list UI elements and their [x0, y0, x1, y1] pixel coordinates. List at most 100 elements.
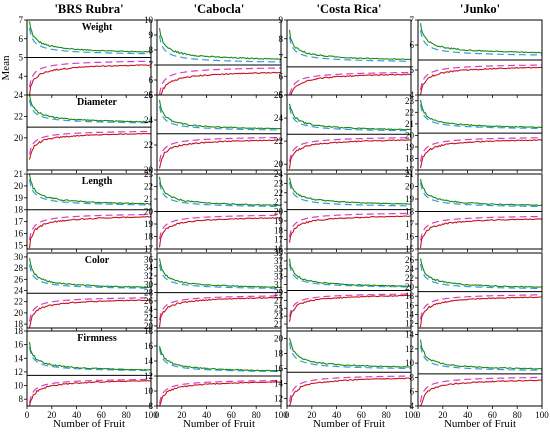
lower-observed-line — [289, 73, 412, 96]
x-tick-label: 60 — [227, 410, 237, 420]
y-tick-label: 39 — [274, 248, 284, 258]
row-title-color: Color — [85, 255, 110, 266]
lower-theoretical-line — [288, 137, 411, 162]
y-tick-label: 16 — [274, 364, 284, 374]
y-tick-label: 28 — [14, 263, 24, 273]
y-tick-label: 18 — [405, 207, 415, 217]
panel-junko-firmness: 4 6 8 10 12 14 0 20 40 60 80 100 — [405, 330, 549, 420]
upper-observed-line — [28, 173, 152, 205]
panel-frame — [26, 94, 152, 171]
y-tick-label: 29 — [274, 287, 284, 297]
y-tick-label: 33 — [274, 272, 284, 282]
lower-theoretical-line — [158, 67, 281, 95]
y-tick-label: 22 — [14, 297, 23, 307]
lower-observed-line — [288, 377, 412, 407]
upper-theoretical-line — [28, 346, 151, 372]
upper-observed-line — [288, 258, 412, 287]
lower-observed-line — [28, 299, 152, 329]
y-tick-label: 8 — [279, 34, 284, 44]
lower-theoretical-line — [28, 213, 151, 241]
lower-observed-line — [28, 132, 152, 160]
y-tick-label: 20 — [274, 159, 284, 169]
upper-observed-line — [288, 177, 412, 205]
y-tick-label: 22 — [405, 273, 414, 283]
y-tick-label: 22 — [274, 188, 283, 198]
x-axis-label-junko: Number of Fruit — [444, 418, 516, 430]
y-tick-label: 24 — [14, 286, 24, 296]
upper-theoretical-line — [419, 345, 542, 371]
y-tick-label: 24 — [144, 304, 154, 314]
y-tick-label: 14 — [14, 353, 24, 363]
panel-junko-weight: 4 5 6 7 — [410, 15, 543, 100]
x-axis-label-brs-rubra: Number of Fruit — [53, 418, 125, 430]
y-tick-label: 6 — [279, 71, 284, 81]
panel-costa-rica-weight: 5 6 7 8 9 — [279, 15, 412, 100]
y-tick-label: 17 — [405, 219, 415, 229]
y-tick-label: 16 — [405, 232, 415, 242]
y-tick-label: 6 — [410, 387, 415, 397]
y-tick-label: 10 — [405, 358, 415, 368]
y-tick-label: 19 — [14, 193, 24, 203]
y-tick-label: 30 — [144, 279, 154, 289]
upper-theoretical-line — [158, 348, 281, 373]
upper-observed-line — [419, 178, 543, 207]
y-tick-label: 25 — [274, 303, 284, 313]
lower-observed-line — [288, 294, 412, 322]
y-tick-label: 31 — [274, 280, 283, 290]
x-tick-label: 80 — [122, 410, 132, 420]
upper-observed-line — [158, 345, 281, 372]
panel-grid: 'BRS Rubra'4567Weight202224Diameter15161… — [14, 2, 549, 430]
y-tick-label: 8 — [149, 45, 154, 55]
x-tick-label: 0 — [155, 410, 160, 420]
y-tick-label: 8 — [19, 394, 24, 404]
y-tick-label: 23 — [274, 311, 284, 321]
y-axis-label: Mean — [0, 55, 12, 81]
upper-theoretical-line — [158, 182, 281, 208]
y-tick-label: 22 — [14, 111, 23, 121]
x-tick-label: 40 — [332, 410, 342, 420]
y-tick-label: 21 — [144, 194, 153, 204]
y-tick-label: 26 — [274, 90, 284, 100]
y-tick-label: 24 — [274, 169, 284, 179]
y-tick-label: 12 — [274, 394, 283, 404]
upper-observed-line — [158, 99, 282, 130]
y-tick-label: 7 — [410, 15, 415, 25]
upper-theoretical-line — [419, 104, 543, 130]
x-tick-label: 20 — [177, 410, 187, 420]
y-tick-label: 12 — [14, 367, 23, 377]
y-tick-label: 22 — [405, 107, 414, 117]
upper-theoretical-line — [28, 99, 152, 124]
upper-observed-line — [28, 341, 151, 371]
y-tick-label: 26 — [14, 274, 24, 284]
y-tick-label: 18 — [274, 349, 284, 359]
lower-observed-line — [420, 379, 543, 407]
column-title-cabocla: 'Cabocla' — [194, 2, 245, 16]
lower-theoretical-line — [419, 294, 542, 320]
row-title-firmness: Firmness — [77, 333, 117, 344]
upper-observed-line — [158, 258, 282, 289]
y-tick-label: 18 — [274, 225, 284, 235]
y-tick-label: 28 — [144, 288, 154, 298]
panel-frame — [417, 252, 543, 329]
panel-frame — [417, 330, 543, 407]
upper-theoretical-line — [28, 264, 152, 289]
y-tick-label: 20 — [14, 181, 24, 191]
y-tick-label: 10 — [14, 381, 24, 391]
x-tick-label: 40 — [463, 410, 473, 420]
y-tick-label: 20 — [274, 334, 284, 344]
y-tick-label: 9 — [279, 15, 284, 25]
upper-observed-line — [28, 21, 152, 53]
x-tick-label: 60 — [357, 410, 367, 420]
y-tick-label: 4 — [410, 401, 415, 411]
lower-theoretical-line — [419, 137, 542, 162]
y-tick-label: 16 — [274, 244, 284, 254]
x-axis-label-cabocla: Number of Fruit — [183, 418, 255, 430]
x-tick-label: 0 — [25, 410, 30, 420]
